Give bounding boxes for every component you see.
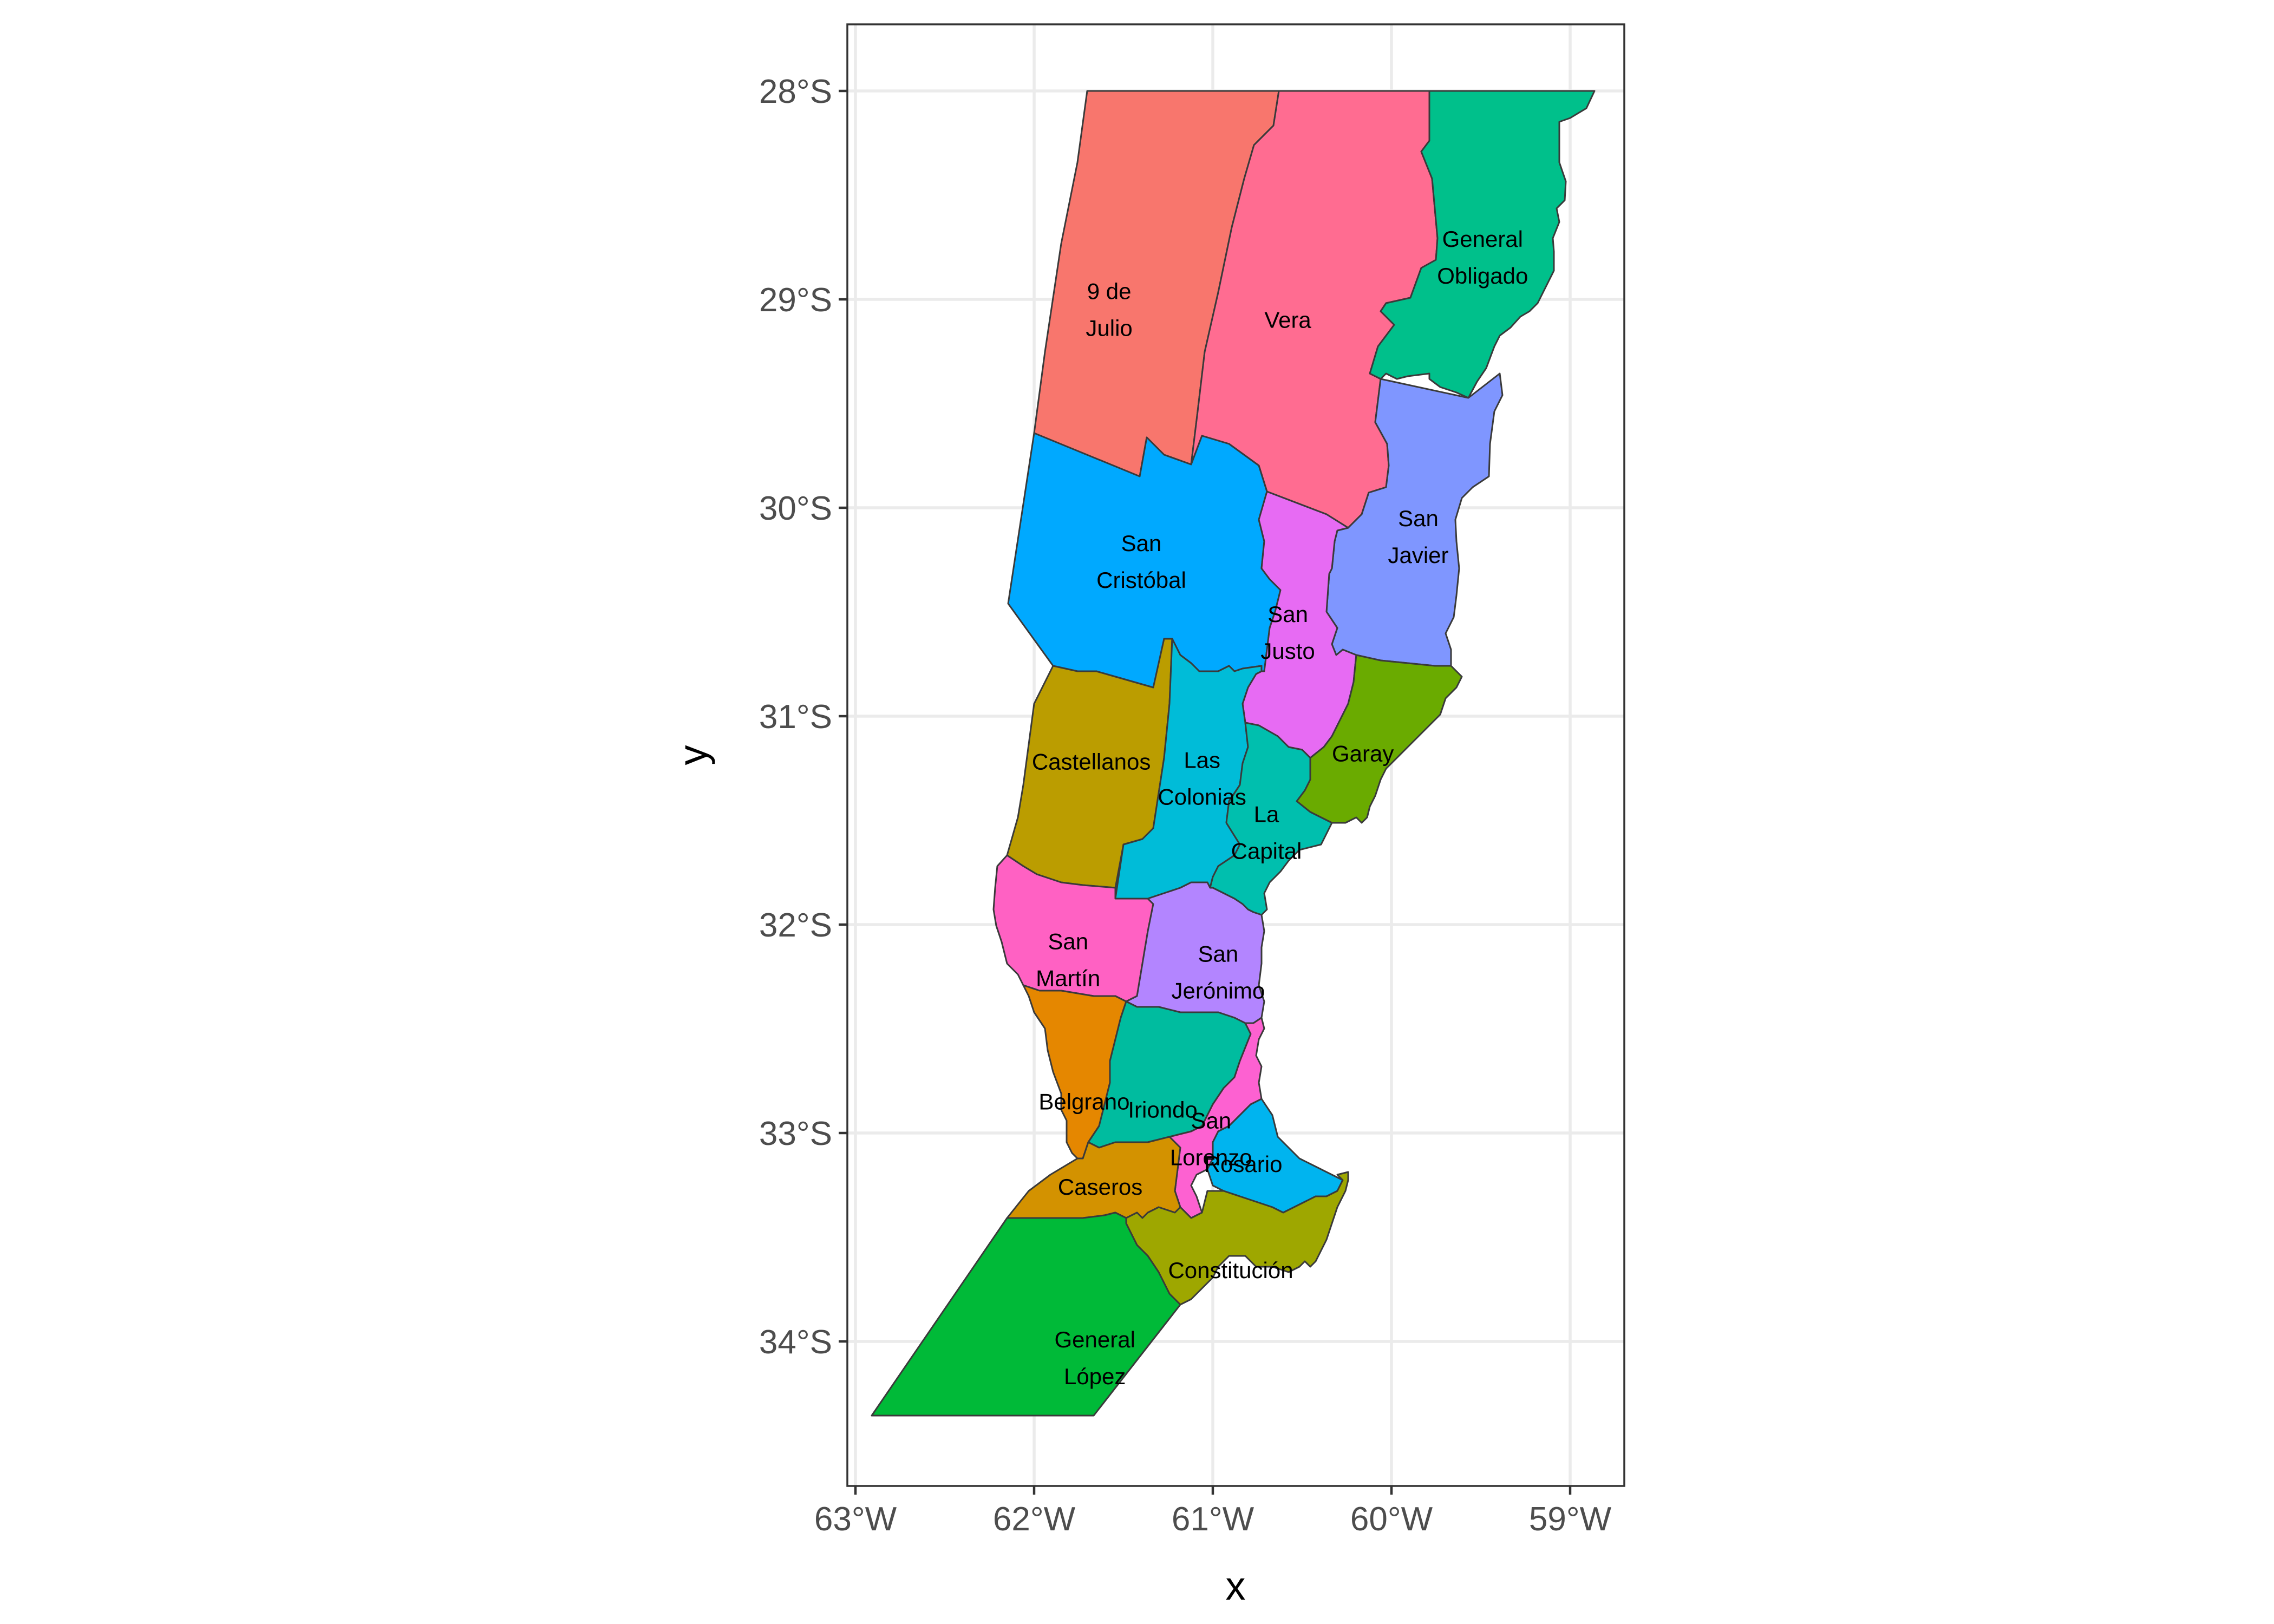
district-la-capital[interactable] — [1209, 722, 1333, 916]
y-tick-label: 32°S — [759, 907, 832, 944]
district-label-la-capital: La Capital — [1231, 802, 1302, 864]
panel-border — [846, 23, 1625, 1487]
district-label-garay: Garay — [1332, 741, 1394, 766]
y-tick-label: 31°S — [759, 698, 832, 736]
district-label-nueve-de-julio: 9 de Julio — [1086, 278, 1132, 340]
district-label-general-obligado: General Obligado — [1437, 226, 1528, 289]
district-label-belgrano: Belgrano — [1038, 1089, 1129, 1114]
x-axis-title: x — [1226, 1563, 1246, 1608]
district-label-general-lopez: General López — [1054, 1327, 1135, 1389]
district-label-iriondo: Iriondo — [1128, 1097, 1197, 1123]
district-san-cristobal[interactable] — [1007, 432, 1282, 689]
x-tick-label: 60°W — [1350, 1501, 1433, 1538]
district-garay[interactable] — [1296, 654, 1463, 824]
x-tick-label: 62°W — [993, 1501, 1076, 1538]
district-label-constitucion: Constitución — [1168, 1258, 1293, 1283]
x-tick-label: 59°W — [1529, 1501, 1612, 1538]
district-general-obligado[interactable] — [1369, 90, 1596, 399]
district-label-rosario: Rosario — [1204, 1151, 1283, 1177]
district-labels: 9 de Julio Vera General Obligado San Cristóbal… — [1032, 226, 1528, 1389]
y-tick-label: 29°S — [759, 281, 832, 319]
y-axis-title: y — [670, 745, 715, 765]
x-tick-label: 61°W — [1172, 1501, 1254, 1538]
district-label-san-justo: San Justo — [1260, 601, 1315, 664]
district-label-san-martin: San Martín — [1036, 928, 1100, 991]
district-label-san-jeronimo: San Jerónimo — [1172, 941, 1265, 1004]
district-general-lopez[interactable] — [871, 1212, 1181, 1417]
district-label-las-colonias: Las Colonias — [1158, 748, 1246, 810]
district-san-lorenzo[interactable] — [1168, 1017, 1265, 1219]
y-tick-label: 28°S — [759, 73, 832, 110]
y-axis: 28°S 29°S 30°S 31°S 32°S 33°S 34°S — [759, 73, 847, 1361]
district-label-san-lorenzo: San Lorenzo — [1170, 1108, 1252, 1170]
x-tick-label: 63°W — [814, 1501, 897, 1538]
district-label-vera: Vera — [1264, 307, 1311, 333]
district-polygons — [871, 90, 1596, 1417]
district-label-san-javier: San Javier — [1388, 506, 1448, 568]
y-tick-label: 34°S — [759, 1324, 832, 1361]
district-constitucion[interactable] — [1125, 1171, 1349, 1306]
district-label-castellanos: Castellanos — [1032, 749, 1151, 775]
y-tick-label: 30°S — [759, 490, 832, 527]
y-tick-label: 33°S — [759, 1115, 832, 1152]
district-label-caseros: Caseros — [1058, 1174, 1142, 1200]
district-label-san-cristobal: San Cristóbal — [1096, 531, 1186, 593]
x-axis: 63°W 62°W 61°W 60°W 59°W — [814, 1486, 1612, 1538]
